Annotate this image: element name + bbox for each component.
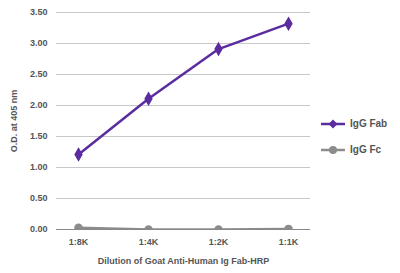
html-text:IgG Fc: IgG Fc (350, 144, 382, 155)
html-text:IgG Fab: IgG Fab (350, 118, 388, 129)
svg-text:3.00: 3.00 (30, 38, 48, 48)
svg-text:3.50: 3.50 (30, 7, 48, 17)
svg-text:2.00: 2.00 (30, 100, 48, 110)
svg-text:1:4K: 1:4K (139, 237, 159, 247)
svg-text:0.00: 0.00 (30, 224, 48, 234)
svg-text:Dilution of Goat Anti-Human Ig: Dilution of Goat Anti-Human Ig Fab-HRP (98, 256, 270, 266)
svg-text:1:2K: 1:2K (209, 237, 229, 247)
svg-text:1.50: 1.50 (30, 131, 48, 141)
svg-text:1:1K: 1:1K (279, 237, 299, 247)
svg-text:2.50: 2.50 (30, 69, 48, 79)
svg-text:0.50: 0.50 (30, 193, 48, 203)
svg-text:1:8K: 1:8K (69, 237, 89, 247)
svg-text:1.00: 1.00 (30, 162, 48, 172)
svg-text:O.D. at 405 nm: O.D. at 405 nm (9, 90, 19, 153)
